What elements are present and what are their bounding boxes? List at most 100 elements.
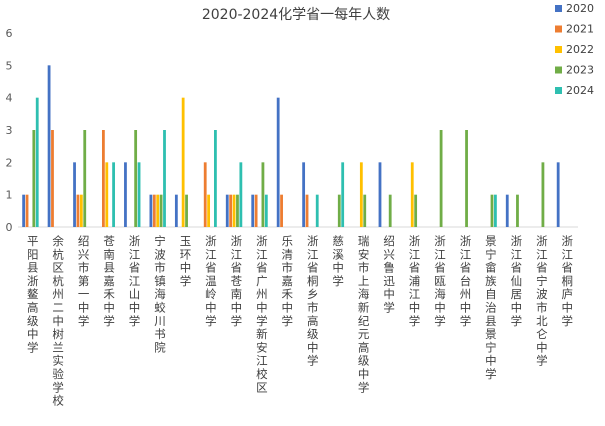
bar-2024-11 xyxy=(315,194,319,227)
bar-2021-10 xyxy=(280,194,283,227)
legend-swatch-2022 xyxy=(555,46,562,53)
x-category-label: 浙江省浦江中学 xyxy=(409,234,421,328)
y-tick-label: 1 xyxy=(6,189,13,202)
bar-2023-18 xyxy=(490,194,494,227)
bar-2020-11 xyxy=(302,162,306,227)
bar-2022-2 xyxy=(79,194,83,227)
bar-2023-4 xyxy=(134,130,138,227)
legend-swatch-2021 xyxy=(555,25,562,33)
bar-2020-4 xyxy=(124,162,127,227)
x-category-label: 浙江省瓯海中学 xyxy=(434,234,446,328)
bar-2020-10 xyxy=(276,97,280,227)
x-category-label: 乐清市嘉禾中学 xyxy=(282,234,294,328)
bar-2024-18 xyxy=(494,194,497,227)
x-category-label: 浙江省桐庐中学 xyxy=(562,234,574,328)
x-category-label: 绍兴市第一中学 xyxy=(78,234,90,328)
x-category-label: 浙江省苍南中学 xyxy=(231,234,243,328)
bar-2023-8 xyxy=(236,194,239,227)
x-category-label: 浙江省温岭中学 xyxy=(205,234,217,328)
bar-2022-15 xyxy=(410,162,414,227)
bar-2020-14 xyxy=(378,162,382,227)
bar-2023-12 xyxy=(337,194,341,227)
x-category-label: 平阳县浙鳌高级中学 xyxy=(27,234,39,354)
bar-2023-6 xyxy=(185,194,188,227)
x-category-label: 浙江省宁波市北仑中学 xyxy=(536,234,548,368)
bar-2022-13 xyxy=(359,162,363,227)
bar-2021-9 xyxy=(254,194,258,227)
bar-2023-2 xyxy=(83,130,87,227)
chart-title: 2020-2024化学省一每年人数 xyxy=(202,7,390,23)
bar-2024-3 xyxy=(112,162,115,227)
bar-2020-0 xyxy=(22,194,26,227)
bar-2022-6 xyxy=(181,97,185,227)
x-category-label: 宁波市镇海蛟川书院 xyxy=(154,234,166,354)
y-tick-label: 5 xyxy=(6,59,13,72)
bar-2022-7 xyxy=(207,194,211,227)
bar-2021-11 xyxy=(305,194,309,227)
legend-label-2021: 2021 xyxy=(566,23,594,36)
bar-2020-5 xyxy=(149,194,153,227)
bar-2020-19 xyxy=(505,194,509,227)
bar-2022-8 xyxy=(232,194,236,227)
bar-2023-15 xyxy=(414,194,418,227)
legend-swatch-2023 xyxy=(555,66,562,74)
x-category-label: 浙江省广州中学新安江校区 xyxy=(256,234,268,394)
bar-2020-6 xyxy=(174,194,178,227)
bar-2021-8 xyxy=(229,194,233,227)
x-category-label: 绍兴鲁迅中学 xyxy=(383,234,395,315)
bar-2020-2 xyxy=(73,162,76,227)
legend-label-2024: 2024 xyxy=(566,84,594,97)
legend-label-2023: 2023 xyxy=(566,64,594,77)
bar-2024-0 xyxy=(35,97,39,227)
legend: 2020 2021 2022 2023 2024 xyxy=(555,2,594,97)
x-category-label: 苍南县嘉禾中学 xyxy=(103,234,115,328)
bar-2021-5 xyxy=(152,194,156,227)
bar-2024-12 xyxy=(341,162,345,227)
x-category-label: 浙江省桐乡市高级中学 xyxy=(307,234,319,368)
x-category-label: 浙江省江山中学 xyxy=(129,234,141,328)
legend-label-2022: 2022 xyxy=(566,43,594,56)
bar-2021-3 xyxy=(101,130,105,227)
bar-2021-1 xyxy=(51,130,54,227)
bar-2023-14 xyxy=(388,194,392,227)
x-axis-categories: 平阳县浙鳌高级中学 余杭区杭州二中树兰实验学校 绍兴市第一中学 苍南县嘉禾中学 浙江省江… xyxy=(27,234,574,408)
y-tick-label: 6 xyxy=(6,27,13,40)
bar-2023-19 xyxy=(516,194,519,227)
bar-2021-7 xyxy=(203,162,207,227)
y-tick-label: 0 xyxy=(6,221,13,234)
y-tick-label: 2 xyxy=(6,156,13,169)
bar-2020-8 xyxy=(225,194,229,227)
bar-2022-3 xyxy=(105,162,109,227)
bar-2024-9 xyxy=(264,194,268,227)
bar-2020-21 xyxy=(556,162,560,227)
bar-2021-0 xyxy=(25,194,29,227)
bar-2023-0 xyxy=(32,130,36,227)
legend-swatch-2020 xyxy=(555,5,562,12)
x-category-label: 浙江省台州中学 xyxy=(460,234,472,328)
bar-2021-2 xyxy=(76,194,80,227)
bar-2023-17 xyxy=(465,130,468,227)
bar-2023-16 xyxy=(439,130,443,227)
y-tick-label: 3 xyxy=(6,124,13,137)
x-category-label: 余杭区杭州二中树兰实验学校 xyxy=(52,234,64,408)
y-tick-label: 4 xyxy=(6,92,13,105)
legend-label-2020: 2020 xyxy=(566,2,594,15)
legend-swatch-2024 xyxy=(555,87,562,94)
bar-2024-4 xyxy=(137,162,141,227)
bars xyxy=(22,65,560,227)
x-category-label: 玉环中学 xyxy=(180,234,192,288)
bar-2020-9 xyxy=(251,194,255,227)
x-category-label: 景宁畲族自治县景宁中学 xyxy=(485,234,497,381)
x-category-label: 慈溪中学 xyxy=(332,234,344,288)
x-category-label: 浙江省仙居中学 xyxy=(511,234,523,328)
y-axis: 0 1 2 3 4 5 6 xyxy=(6,27,578,234)
bar-2023-13 xyxy=(363,194,367,227)
bar-2023-9 xyxy=(261,162,265,227)
bar-2024-5 xyxy=(163,130,166,227)
bar-2024-8 xyxy=(239,162,243,227)
bar-2022-5 xyxy=(156,194,160,227)
bar-2023-5 xyxy=(159,194,163,227)
bar-2023-20 xyxy=(541,162,545,227)
bar-2024-7 xyxy=(214,130,217,227)
